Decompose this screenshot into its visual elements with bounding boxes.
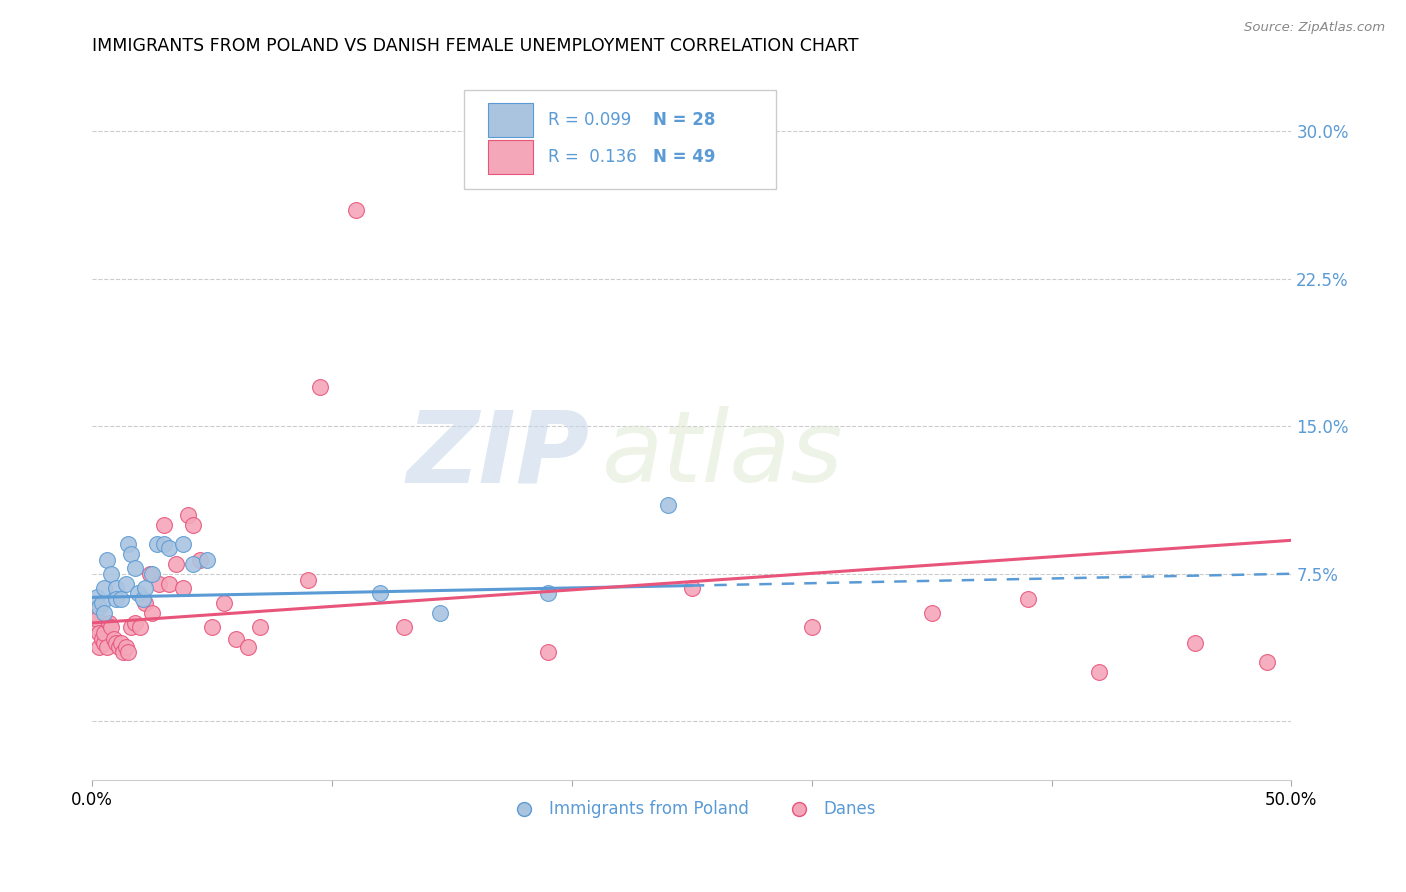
Point — [309, 380, 332, 394]
Point — [89, 600, 111, 615]
Point — [96, 553, 118, 567]
Point — [86, 612, 108, 626]
Point — [368, 586, 391, 600]
Point — [120, 620, 142, 634]
Point — [146, 537, 169, 551]
Point — [129, 620, 152, 634]
Text: N = 28: N = 28 — [654, 112, 716, 129]
Point — [201, 620, 224, 634]
Point — [120, 547, 142, 561]
Point — [89, 640, 111, 654]
Text: atlas: atlas — [602, 406, 844, 503]
Point — [112, 645, 135, 659]
Point — [138, 566, 160, 581]
Point — [100, 566, 122, 581]
Legend: Immigrants from Poland, Danes: Immigrants from Poland, Danes — [501, 794, 883, 825]
Point — [181, 517, 204, 532]
Point — [181, 557, 204, 571]
Point — [105, 592, 128, 607]
Point — [89, 625, 111, 640]
Point — [1184, 635, 1206, 649]
Point — [117, 645, 139, 659]
Point — [93, 635, 115, 649]
Bar — [488, 103, 533, 137]
Point — [1256, 655, 1278, 669]
Text: Source: ZipAtlas.com: Source: ZipAtlas.com — [1244, 21, 1385, 34]
Point — [127, 586, 149, 600]
Point — [157, 576, 180, 591]
Text: IMMIGRANTS FROM POLAND VS DANISH FEMALE UNEMPLOYMENT CORRELATION CHART: IMMIGRANTS FROM POLAND VS DANISH FEMALE … — [93, 37, 859, 55]
Point — [110, 592, 132, 607]
Point — [93, 581, 115, 595]
Point — [124, 561, 146, 575]
Point — [195, 553, 218, 567]
Point — [134, 581, 156, 595]
Text: ZIP: ZIP — [406, 406, 591, 503]
Point — [429, 606, 451, 620]
Point — [98, 615, 121, 630]
Point — [114, 640, 136, 654]
FancyBboxPatch shape — [464, 90, 776, 189]
Point — [225, 632, 247, 646]
Point — [105, 635, 128, 649]
Point — [124, 615, 146, 630]
Point — [177, 508, 200, 522]
Point — [141, 566, 163, 581]
Point — [153, 517, 176, 532]
Point — [148, 576, 170, 591]
Point — [134, 596, 156, 610]
Point — [86, 620, 108, 634]
Text: R =  0.136: R = 0.136 — [548, 148, 637, 166]
Point — [1088, 665, 1111, 679]
Point — [117, 537, 139, 551]
Point — [153, 537, 176, 551]
Point — [537, 586, 560, 600]
Point — [103, 632, 125, 646]
Point — [141, 606, 163, 620]
Point — [83, 606, 105, 620]
Point — [90, 632, 112, 646]
Point — [800, 620, 823, 634]
Point — [188, 553, 211, 567]
Point — [110, 635, 132, 649]
Point — [657, 498, 679, 512]
Point — [114, 576, 136, 591]
Point — [157, 541, 180, 556]
Point — [105, 581, 128, 595]
Point — [681, 581, 703, 595]
Point — [93, 625, 115, 640]
Point — [86, 591, 108, 605]
Bar — [488, 140, 533, 174]
Point — [249, 620, 271, 634]
Point — [212, 596, 235, 610]
Point — [107, 640, 129, 654]
Point — [921, 606, 943, 620]
Point — [165, 557, 187, 571]
Point — [131, 592, 153, 607]
Point — [100, 620, 122, 634]
Point — [172, 537, 194, 551]
Point — [1017, 592, 1039, 607]
Point — [172, 581, 194, 595]
Point — [93, 606, 115, 620]
Point — [392, 620, 415, 634]
Point — [90, 596, 112, 610]
Text: R = 0.099: R = 0.099 — [548, 112, 631, 129]
Point — [96, 640, 118, 654]
Point — [297, 573, 319, 587]
Point — [236, 640, 259, 654]
Point — [344, 202, 367, 217]
Point — [537, 645, 560, 659]
Text: N = 49: N = 49 — [654, 148, 716, 166]
